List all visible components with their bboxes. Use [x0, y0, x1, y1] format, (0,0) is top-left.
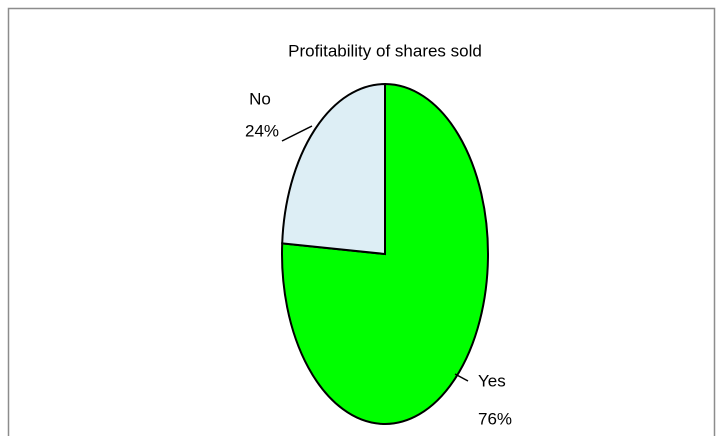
pie-slice [280, 82, 489, 425]
slice-label: Yes [478, 371, 506, 390]
value-label: 24% [245, 121, 279, 140]
value-label: 76% [478, 409, 512, 428]
leader-line [281, 125, 313, 142]
slice-label: No [249, 89, 271, 108]
leader-line [454, 373, 469, 382]
pie-slice [281, 82, 386, 256]
chart-title: Profitability of shares sold [288, 41, 482, 60]
